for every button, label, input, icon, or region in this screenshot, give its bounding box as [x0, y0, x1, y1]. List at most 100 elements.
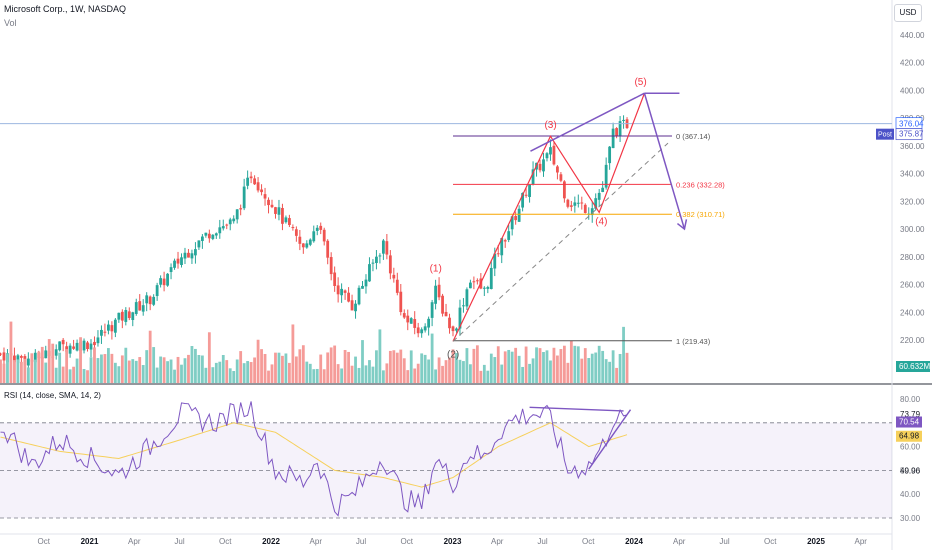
candle-body — [274, 207, 277, 214]
volume-bar — [176, 356, 180, 383]
volume-bar — [288, 362, 291, 383]
candle-body — [427, 318, 431, 328]
volume-bar — [44, 362, 48, 383]
price-tick-label: 260.00 — [900, 281, 925, 290]
volume-bar — [19, 361, 23, 383]
candle-body — [308, 239, 312, 245]
volume-bar — [336, 364, 340, 383]
candle-body — [409, 318, 413, 324]
price-tick-label: 320.00 — [900, 197, 925, 206]
volume-bar — [169, 359, 173, 383]
volume-bar — [566, 362, 570, 383]
time-tick-label: Apr — [855, 537, 868, 546]
volume-bar — [131, 359, 135, 383]
volume-bar — [333, 345, 337, 383]
volume-bar — [350, 365, 354, 383]
candle-body — [608, 146, 612, 164]
volume-bar — [608, 361, 612, 383]
time-tick-label: Oct — [38, 537, 51, 546]
time-tick-label: Oct — [219, 537, 232, 546]
volume-bar — [469, 364, 472, 383]
candle-body — [489, 267, 493, 290]
volume-bar — [221, 355, 225, 383]
fib-level-label: 0 (367.14) — [676, 132, 711, 141]
candle-body — [200, 236, 204, 241]
candles-group — [0, 115, 629, 373]
volume-bar — [472, 348, 476, 383]
volume-bar — [545, 350, 549, 383]
candle-body — [594, 198, 598, 209]
currency-button[interactable]: USD — [894, 4, 922, 22]
candle-body — [166, 273, 169, 286]
candle-body — [559, 174, 563, 181]
volume-bar — [594, 352, 598, 383]
volume-bar — [322, 369, 326, 383]
candle-body — [472, 281, 476, 283]
candle-body — [448, 317, 451, 329]
volume-bar — [242, 363, 246, 383]
candle-body — [75, 342, 79, 351]
volume-bar — [33, 359, 37, 383]
rsi-tick-label: 80.00 — [900, 395, 921, 404]
candle-body — [361, 285, 364, 289]
projection-arrowhead — [676, 219, 688, 231]
volume-bar — [552, 347, 556, 383]
candle-body — [93, 341, 96, 346]
candle-body — [326, 240, 330, 258]
rsi-pane — [0, 388, 892, 533]
volume-bar — [556, 355, 559, 383]
candle-body — [221, 226, 225, 229]
candle-body — [16, 355, 20, 364]
volume-bar — [500, 364, 504, 383]
candle-body — [284, 217, 288, 223]
candle-body — [263, 194, 267, 199]
time-tick-label: Jul — [719, 537, 729, 546]
volume-bar — [263, 353, 267, 383]
volume-bar — [354, 356, 357, 383]
volume-bar — [381, 370, 385, 383]
rsi-tick-label: 40.00 — [900, 490, 921, 499]
candle-body — [0, 353, 2, 355]
volume-bar — [117, 366, 121, 383]
candle-body — [288, 218, 291, 225]
volume-bar — [281, 355, 284, 383]
volume-bar — [58, 352, 62, 383]
volume-bar — [61, 366, 65, 383]
candle-body — [496, 253, 500, 255]
volume-bar — [420, 353, 424, 383]
volume-bar — [110, 353, 114, 383]
volume-bar — [528, 363, 531, 383]
candle-body — [573, 202, 577, 206]
candle-body — [249, 176, 253, 179]
candle-body — [134, 302, 138, 314]
rsi-tick-label: 60.00 — [900, 443, 921, 452]
volume-bar — [559, 349, 563, 383]
candle-body — [183, 252, 187, 259]
candle-body — [131, 312, 135, 320]
candle-body — [444, 311, 448, 317]
volume-bar — [89, 357, 93, 383]
candle-body — [103, 331, 107, 333]
candle-body — [270, 204, 274, 208]
volume-bar — [587, 358, 591, 383]
wave-label: (3) — [544, 120, 556, 131]
volume-bar — [141, 365, 145, 383]
volume-bar — [340, 368, 344, 383]
volume-bar — [107, 348, 110, 383]
volume-bar — [228, 368, 232, 383]
volume-bar — [364, 365, 368, 383]
volume-bar — [127, 360, 131, 383]
candle-body — [54, 349, 58, 356]
volume-bar — [277, 352, 281, 383]
volume-bar — [416, 363, 420, 383]
time-tick-label: Jul — [537, 537, 547, 546]
volume-bar — [521, 366, 525, 383]
volume-bar — [47, 339, 51, 383]
volume-bar — [155, 367, 159, 383]
volume-bar — [496, 346, 500, 383]
volume-bar — [6, 353, 9, 383]
volume-bar — [517, 355, 521, 383]
price-tick-label: 240.00 — [900, 308, 925, 317]
volume-bar — [413, 368, 417, 383]
candle-body — [107, 324, 110, 331]
